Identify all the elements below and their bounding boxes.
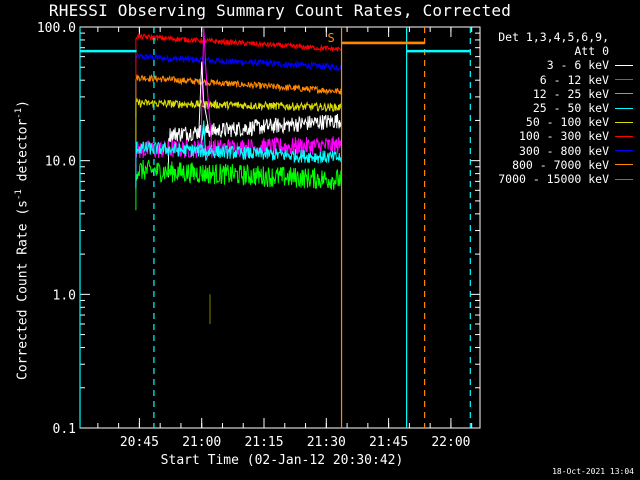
series-line: [135, 51, 342, 97]
chart-legend: Det 1,3,4,5,6,9, Att 0 3 - 6 keV 6 - 12 k…: [498, 30, 633, 186]
y-tick-label: 1.0: [53, 288, 76, 303]
series-line: [168, 113, 342, 178]
spike: [200, 28, 213, 151]
legend-header-1: Det 1,3,4,5,6,9,: [498, 30, 609, 44]
legend-label: 3 - 6 keV: [546, 58, 609, 73]
chart-title: RHESSI Observing Summary Count Rates, Co…: [48, 1, 512, 20]
legend-header-2: Att 0: [574, 44, 609, 59]
marker-label: S: [328, 31, 335, 45]
y-axis-label: Corrected Count Rate (s-1 detector-1): [14, 100, 31, 380]
legend-label: 12 - 25 keV: [532, 86, 609, 101]
legend-swatch: [615, 65, 633, 66]
spike: [198, 61, 211, 138]
y-tick-label: 10.0: [45, 155, 76, 170]
legend-entry: 100 - 300 keV: [498, 129, 633, 143]
legend-swatch: [615, 178, 633, 180]
legend-label: 7000 - 15000 keV: [498, 172, 609, 187]
legend-label: 100 - 300 keV: [518, 129, 609, 144]
legend-entry: 50 - 100 keV: [498, 115, 633, 129]
x-tick-label: 20:45: [120, 435, 159, 450]
x-tick-label: 21:00: [182, 435, 221, 450]
series-line: [135, 74, 342, 118]
x-tick-label: 22:00: [431, 435, 470, 450]
chart-axes: 0.1 1.0 10.0 100.0 20:45 21:00 21:15 21:30 21:45…: [37, 21, 481, 450]
legend-swatch: [615, 79, 633, 81]
legend-label: 50 - 100 keV: [525, 115, 609, 130]
legend-entry: 12 - 25 keV: [498, 87, 633, 101]
legend-label: 6 - 12 keV: [539, 72, 609, 87]
legend-entry: 3 - 6 keV: [498, 58, 633, 72]
chart-series-group: [135, 28, 342, 324]
series-line: [135, 141, 342, 188]
series-line: [135, 159, 342, 211]
legend-entry: 300 - 800 keV: [498, 144, 633, 158]
legend-swatch: [615, 150, 633, 152]
x-axis-label: Start Time (02-Jan-12 20:30:42): [160, 453, 404, 468]
x-tick-label: 21:15: [244, 435, 283, 450]
series-line: [135, 136, 342, 191]
series-line: [135, 97, 342, 144]
legend-label: 25 - 50 keV: [532, 101, 609, 116]
timestamp: 18-Oct-2021 13:04: [552, 467, 634, 476]
legend-entry: 7000 - 15000 keV: [498, 172, 633, 186]
legend-entry: 6 - 12 keV: [498, 73, 633, 87]
legend-label: 300 - 800 keV: [518, 143, 609, 158]
y-tick-label: 100.0: [37, 21, 76, 36]
legend-label: 800 - 7000 keV: [512, 157, 609, 172]
y-tick-label: 0.1: [53, 422, 76, 437]
x-tick-label: 21:45: [369, 435, 408, 450]
legend-swatch: [615, 93, 633, 95]
legend-swatch: [615, 164, 633, 166]
chart-markers-group: S: [79, 27, 471, 428]
spike: [200, 120, 213, 161]
x-tick-label: 21:30: [307, 435, 346, 450]
legend-entry: 800 - 7000 keV: [498, 158, 633, 172]
legend-entry: 25 - 50 keV: [498, 101, 633, 115]
legend-swatch: [615, 136, 633, 138]
series-line: [135, 33, 342, 77]
legend-swatch: [615, 121, 633, 123]
legend-swatch: [615, 107, 633, 109]
